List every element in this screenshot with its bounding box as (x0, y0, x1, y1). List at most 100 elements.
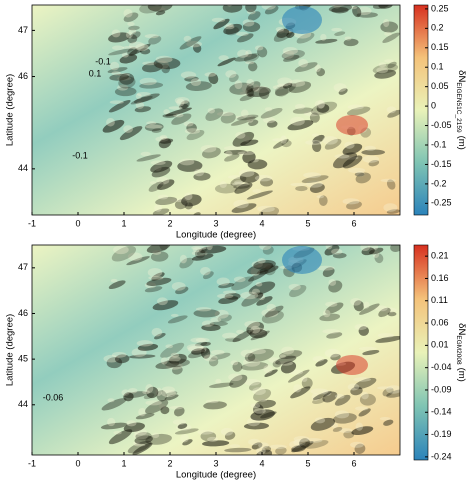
relief-shadow (225, 26, 239, 36)
relief-shadow (126, 256, 150, 266)
relief-shadow (343, 38, 359, 47)
relief-shadow (237, 114, 259, 121)
relief-shadow (146, 245, 171, 253)
relief-shadow (315, 359, 328, 367)
relief-light (331, 248, 343, 255)
relief-shadow (374, 253, 384, 264)
relief-light (259, 245, 272, 251)
relief-shadow (134, 435, 153, 445)
relief-shadow (108, 429, 133, 445)
relief-light (180, 71, 197, 79)
relief-light (142, 61, 157, 66)
relief-shadow (247, 348, 274, 362)
relief-shadow (260, 177, 274, 187)
relief-light (223, 24, 235, 30)
relief-light (135, 101, 145, 109)
relief-shadow (130, 96, 153, 105)
relief-light (145, 124, 163, 129)
relief-light (241, 1, 254, 4)
relief-shadow (225, 337, 241, 342)
relief-light (376, 67, 388, 74)
y-tick-label: 45 (18, 354, 28, 364)
relief-shadow (175, 286, 189, 295)
relief-light (305, 180, 323, 188)
relief-shadow (273, 138, 289, 149)
relief-shadow (383, 419, 394, 426)
relief-shadow (214, 183, 238, 194)
relief-light (268, 357, 280, 363)
relief-light (305, 438, 323, 443)
relief-shadow (274, 86, 289, 97)
relief-shadow (152, 300, 179, 311)
colorbar-tick-label: 0.1 (431, 62, 444, 72)
relief-shadow (193, 309, 220, 318)
relief-shadow (208, 357, 219, 367)
relief-light (322, 390, 332, 396)
anomaly-high (336, 355, 368, 375)
relief-shadow (324, 138, 342, 150)
relief-shadow (154, 332, 166, 340)
relief-light (239, 91, 249, 96)
relief-shadow (332, 426, 343, 432)
relief-shadow (135, 431, 152, 441)
colorbar (413, 4, 429, 216)
relief-light (161, 389, 177, 398)
relief-shadow (325, 302, 344, 314)
relief-shadow (217, 57, 236, 67)
relief-shadow (127, 34, 138, 44)
relief-light (211, 17, 226, 23)
relief-shadow (200, 341, 211, 347)
relief-shadow (101, 398, 127, 411)
relief-shadow (289, 284, 307, 298)
relief-light (165, 362, 183, 370)
relief-shadow (332, 252, 347, 259)
relief-shadow (181, 194, 202, 207)
relief-shadow (233, 184, 250, 189)
relief-light (111, 351, 127, 358)
relief-shadow (232, 329, 254, 343)
relief-shadow (315, 38, 338, 44)
relief-light (246, 79, 255, 87)
relief-shadow (155, 360, 180, 370)
relief-shadow (292, 107, 314, 114)
relief-light (121, 389, 130, 397)
relief-shadow (222, 5, 243, 13)
relief-shadow (146, 386, 159, 399)
relief-light (361, 392, 369, 400)
relief-light (225, 23, 234, 28)
relief-light (121, 52, 129, 58)
x-tick-label: 1 (121, 218, 126, 228)
relief-shadow (205, 108, 224, 121)
x-tick-label: 2 (167, 458, 172, 468)
colorbar-tick-label: 0.25 (431, 3, 449, 13)
relief-shadow (223, 23, 243, 35)
relief-shadow (328, 5, 353, 13)
relief-light (355, 422, 364, 431)
relief-shadow (316, 68, 326, 77)
relief-light (140, 151, 151, 157)
x-tick-label: 6 (351, 458, 356, 468)
relief-light (355, 171, 365, 177)
relief-shadow (242, 21, 261, 32)
relief-light (314, 64, 321, 73)
y-tick-label: 46 (18, 71, 28, 81)
relief-shadow (351, 426, 374, 436)
relief-light (347, 383, 360, 391)
relief-shadow (260, 107, 283, 119)
relief-shadow (361, 247, 375, 256)
x-tick-label: 1 (121, 458, 126, 468)
relief-shadow (358, 408, 371, 417)
relief-light (223, 145, 242, 151)
relief-light (133, 432, 149, 440)
relief-light (288, 283, 301, 291)
relief-light (339, 428, 353, 433)
colorbar-tick-label: -0.24 (431, 451, 452, 461)
y-tick-label: 46 (18, 308, 28, 318)
relief-shadow (267, 120, 278, 128)
relief-light (136, 91, 151, 97)
relief-light (116, 76, 131, 81)
relief-light (128, 28, 137, 34)
relief-light (322, 135, 338, 145)
relief-shadow (133, 93, 160, 104)
relief-light (244, 378, 261, 386)
